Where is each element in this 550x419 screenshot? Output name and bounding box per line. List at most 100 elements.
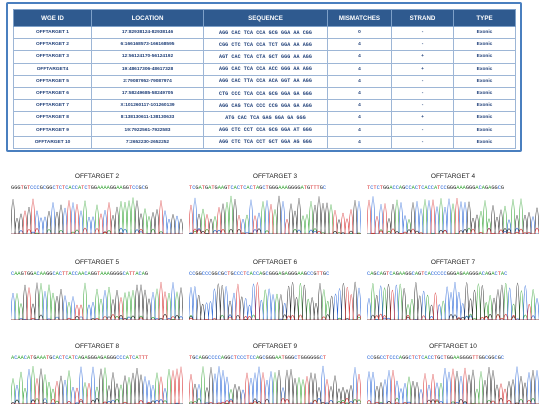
trace-a	[11, 197, 183, 234]
sequence-cell: ATG CAC TCA GAG GGA GA GGG	[203, 111, 328, 125]
table-row: OFFTARGET 9 19:7922561-7922583 AGG CTC CCT…	[13, 123, 516, 137]
strand-cell: -	[391, 99, 454, 113]
sequence-cell: AGT CAC TCA CTA GCT GGG AA AGG	[203, 50, 328, 64]
panel-title: OFFTARGET 10	[429, 343, 477, 350]
base-call-sequence: CAGCAGTCAGAAGGCAGTCACCCCCGGGAGAAGGGACAGA…	[367, 271, 508, 277]
chromatogram-trace	[367, 366, 539, 404]
offtarget-table: WGE ID LOCATION SEQUENCE MISMATCHES STRAND TY…	[13, 9, 516, 149]
base-call-sequence: CCGGCCCGGCGCTGCCCTCACCAGCGGGAGAGGGAAGCCG…	[189, 271, 330, 277]
chromatogram-panel: OFFTARGET 5 CAAGTGGACAAGGCACTTACCAACAGGTA…	[11, 259, 183, 335]
sequence-cell: AGG CAC TTA CCA ACA GGT AA AGG	[203, 74, 328, 88]
trace-a	[367, 198, 539, 234]
mismatches-cell: 4	[327, 38, 392, 52]
strand-cell: -	[391, 123, 454, 137]
chromatogram-panel: OFFTARGET 6 CCGGCCCGGCGCTGCCCTCACCAGCGGGA…	[189, 259, 361, 335]
panel-title: OFFTARGET 7	[430, 259, 476, 266]
strand-cell: -	[391, 38, 454, 52]
table-row: OFFTARGET4 19:48617306-48617328 AGG CAC TC…	[13, 62, 516, 76]
chromatogram-panel: OFFTARGET 2 GGGTGTCCCGCGGCTCTCACCATCTGGAA…	[11, 173, 183, 249]
trace-c	[11, 282, 183, 320]
trace-t	[367, 367, 539, 404]
panel-title: OFFTARGET 3	[252, 173, 298, 180]
chromatogram-trace	[367, 282, 539, 320]
table-header-row: WGE ID LOCATION SEQUENCE MISMATCHES STRAND TY…	[13, 9, 516, 27]
type-cell: Exonic	[453, 99, 516, 113]
trace-c	[11, 366, 183, 404]
trace-a	[11, 282, 183, 320]
column-header: LOCATION	[91, 9, 204, 27]
panel-title: OFFTARGET 8	[74, 343, 120, 350]
type-cell: Exonic	[453, 123, 516, 137]
location-cell: 7:2652230-2652252	[91, 135, 204, 149]
strand-cell: -	[391, 25, 454, 40]
chromatogram-panel: OFFTARGET 8 ACAACATGAAATGCACTCATCAGAGGGAG…	[11, 343, 183, 419]
column-header: TYPE	[453, 9, 516, 27]
wge-id-cell: OFFTARGET 10	[13, 135, 92, 149]
trace-a	[189, 196, 361, 234]
trace-c	[367, 366, 539, 404]
mismatches-cell: 4	[327, 99, 392, 113]
base-call-sequence: TGCAGGCCCCAGGCTCCCTCCAGCGGGAATGGGCTGGGGG…	[189, 355, 327, 361]
mismatches-cell: 4	[327, 50, 392, 64]
sequence-cell: AGG CAG TCA CCC CCG GGA GA AGG	[203, 99, 328, 113]
sequence-cell: CGG CTC TCA CCA TCT GGA AA AGG	[203, 38, 328, 52]
column-header: SEQUENCE	[203, 9, 328, 27]
sequence-cell: AGG CAC TCA CCA GCG GGA AA CGG	[203, 25, 328, 40]
wge-id-cell: OFFTARGET 7	[13, 99, 92, 113]
table-row: OFFTARGET 7 X:101260117-101260139 AGG CAG …	[13, 99, 516, 113]
column-header: STRAND	[391, 9, 454, 27]
mismatches-cell: 4	[327, 123, 392, 137]
location-cell: X:101260117-101260139	[91, 99, 204, 113]
strand-cell: -	[391, 74, 454, 88]
chromatogram-panel: OFFTARGET 3 TCGATGATGAAGTCACTCACTAGCTGGGA…	[189, 173, 361, 249]
mismatches-cell: 4	[327, 135, 392, 149]
trace-c	[189, 366, 361, 404]
trace-t	[189, 204, 361, 234]
base-call-sequence: TCTCTGGACCAGCCACTCACCATCCGGGAAAGGGACAGAG…	[367, 185, 505, 191]
base-call-sequence: TCGATGATGAAGTCACTCACTAGCTGGGAAAGGGGATGTT…	[189, 185, 327, 191]
strand-cell: +	[391, 50, 454, 64]
type-cell: Exonic	[453, 135, 516, 149]
trace-t	[11, 282, 183, 320]
sequence-cell: AGG CAC TCA CCA ACC GGG AA AGG	[203, 62, 328, 76]
type-cell: Exonic	[453, 25, 516, 40]
wge-id-cell: OFFTARGET 2	[13, 38, 92, 52]
type-cell: Exonic	[453, 74, 516, 88]
type-cell: Exonic	[453, 111, 516, 125]
type-cell: Exonic	[453, 38, 516, 52]
trace-g	[367, 282, 539, 320]
trace-g	[11, 367, 183, 404]
trace-c	[367, 196, 539, 234]
base-call-sequence: CAAGTGGACAAGGCACTTACCAACAGGTAAAGGGGCATTA…	[11, 271, 149, 277]
strand-cell: -	[391, 86, 454, 101]
mismatches-cell: 4	[327, 86, 392, 101]
chromatogram-panel: OFFTARGET 4 TCTCTGGACCAGCCACTCACCATCCGGGA…	[367, 173, 539, 249]
wge-id-cell: OFFTARGET 6	[13, 86, 92, 101]
sequence-cell: CTG CCC TCA CCA GCG GGA GA GGG	[203, 86, 328, 101]
table-row: OFFTARGET 10 7:2652230-2652252 AGG CTC TCA…	[13, 135, 516, 149]
strand-cell: +	[391, 111, 454, 125]
mismatches-cell: 4	[327, 74, 392, 88]
wge-id-cell: OFFTARGET 9	[13, 123, 92, 137]
wge-id-cell: OFFTARGET 8	[13, 111, 92, 125]
chromatogram-panel: OFFTARGET 10 CCGGCCTCCCAGGCTCTCACCTGCTGGA…	[367, 343, 539, 419]
table-row: OFFTARGET 1 17:82938124-82938146 AGG CAC T…	[13, 25, 516, 40]
location-cell: 19:7922561-7922583	[91, 123, 204, 137]
mismatches-cell: 4	[327, 62, 392, 76]
chromatogram-trace	[189, 366, 361, 404]
trace-c	[11, 202, 183, 234]
wge-id-cell: OFFTARGET 1	[13, 25, 92, 40]
trace-g	[11, 198, 183, 234]
trace-g	[189, 282, 361, 320]
column-header: MISMATCHES	[327, 9, 392, 27]
trace-t	[367, 198, 539, 234]
table-row: OFFTARGET 2 6:166168573-166168595 CGG CTC …	[13, 38, 516, 52]
wge-id-cell: OFFTARGET 5	[13, 74, 92, 88]
trace-c	[367, 282, 539, 320]
location-cell: 12:56124170-56124192	[91, 50, 204, 64]
type-cell: Exonic	[453, 50, 516, 64]
location-cell: 8:138130611-138130633	[91, 111, 204, 125]
location-cell: 6:166168573-166168595	[91, 38, 204, 52]
chromatogram-panel: OFFTARGET 9 TGCAGGCCCCAGGCTCCCTCCAGCGGGAA…	[189, 343, 361, 419]
mismatches-cell: 4	[327, 111, 392, 125]
